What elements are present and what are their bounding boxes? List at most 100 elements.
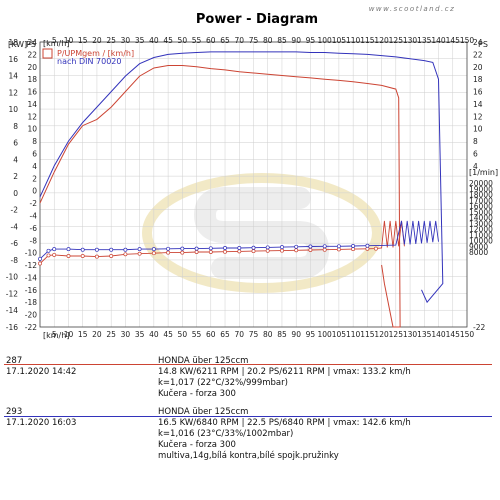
right-ps-tick-label: -22 (473, 323, 485, 332)
run-1-model: HONDA über 125ccm (158, 356, 249, 366)
right-rpm-axis-label: [1/min] (469, 168, 498, 177)
x-tick-label-bottom: 130 (403, 330, 418, 339)
series-1-rpm-point (265, 248, 270, 253)
series-2-rpm-point (94, 247, 99, 252)
series-1-power-line (39, 65, 401, 328)
series-2-rpm-point (38, 256, 42, 261)
kw-tick-label: -16 (6, 323, 18, 332)
series-2-rpm-point (46, 248, 51, 253)
x-tick-label-bottom: 20 (92, 330, 102, 339)
series-1-rpm-point (237, 249, 242, 254)
series-1-rpm-point (223, 249, 227, 254)
plot-frame (39, 41, 468, 328)
x-tick-label-bottom: 30 (121, 330, 131, 339)
rpm-axis-tick-labels: 8000900010000110001200013000140001500016… (469, 179, 493, 257)
x-tick-label-top: 150 (460, 36, 475, 45)
kw-tick-label: 6 (13, 139, 18, 148)
x-tick-label-top: 125 (389, 36, 404, 45)
series-2-rpm-point (194, 246, 199, 251)
x-tick-label-top: 20 (92, 36, 102, 45)
x-tick-label-top: 95 (306, 36, 316, 45)
x-tick-label-top: 75 (249, 36, 259, 45)
x-tick-label-top: 145 (446, 36, 461, 45)
ps-tick-label: 24 (27, 38, 37, 47)
series-2-rpm-point (294, 244, 299, 249)
run-1-correction: k=1,017 (22°C/32%/999mbar) (158, 378, 288, 388)
x-tick-label-top: 60 (206, 36, 216, 45)
series-1-rpm-point (137, 251, 142, 256)
run-1-date: 17.1.2020 14:42 (6, 367, 77, 377)
x-tick-label-bottom: 50 (178, 330, 188, 339)
rpm-tick-label: 11000 (469, 231, 493, 240)
right-ps-tick-label: 6 (473, 150, 478, 159)
series-1-rpm-point (336, 247, 341, 252)
rpm-tick-label: 8000 (469, 248, 488, 257)
series-1-rpm-point (251, 249, 256, 254)
x-tick-label-top: 25 (106, 36, 116, 45)
x-tick-label-bottom: 90 (291, 330, 301, 339)
x-tick-label-top: 100 (318, 36, 333, 45)
right-ps-tick-label: 24 (473, 38, 483, 47)
ps-tick-label: -22 (25, 323, 37, 332)
watermark-text: www.scootland.cz (369, 5, 456, 13)
x-tick-label-bottom: 5 (52, 330, 57, 339)
ps-tick-label: 0 (32, 187, 37, 196)
ps-tick-label: 18 (27, 75, 37, 84)
run-1-id: 287 (6, 356, 23, 366)
x-tick-label-top: 90 (291, 36, 301, 45)
series-2-power-line (39, 51, 444, 304)
x-tick-label-top: 10 (64, 36, 74, 45)
top-x-tick-labels: 5 10 15 20 25 30 35 40 45 50 55 60 65 70 75 80 85 90 95 100… (52, 36, 475, 45)
kw-tick-label: 10 (8, 105, 18, 114)
ps-tick-label: 22 (27, 50, 37, 59)
series-1-rpm-point (308, 248, 313, 252)
series-2-rpm-point (251, 245, 256, 250)
rpm-tick-label: 10000 (469, 237, 493, 246)
series-1-rpm-point (151, 251, 156, 256)
rpm-tick-label: 15000 (469, 208, 493, 217)
x-tick-label-top: 35 (135, 36, 145, 45)
series-1-rpm-point (80, 254, 85, 258)
legend-line-2: nach DIN 70020 (57, 57, 121, 66)
series-1-rpm-point (280, 248, 284, 253)
ps-tick-label: -4 (30, 211, 38, 220)
run-2-note: multiva,14g,bílá kontra,bílé spojk.pruži… (158, 451, 339, 461)
rpm-tick-label: 13000 (469, 219, 493, 228)
series-1-rpm-point (294, 248, 299, 253)
series-1-rpm-point (38, 261, 42, 266)
x-tick-label-bottom: 110 (346, 330, 361, 339)
series-1-rpm-point (373, 246, 378, 251)
run-2-model: HONDA über 125ccm (158, 407, 249, 417)
rpm-tick-label: 19000 (469, 185, 493, 194)
run-2-owner: Kučera - forza 300 (158, 440, 236, 450)
chart-series (38, 51, 444, 328)
ps-tick-label: -8 (30, 236, 38, 245)
x-tick-label-top: 5 (52, 36, 57, 45)
x-tick-label-bottom: 85 (277, 330, 287, 339)
x-tick-label-top: 85 (277, 36, 287, 45)
rpm-tick-label: 12000 (469, 225, 493, 234)
right-ps-tick-label: 22 (473, 50, 483, 59)
series-2-rpm-point (109, 247, 114, 252)
x-tick-label-top: 15 (78, 36, 88, 45)
series-2-rpm-point (351, 244, 356, 248)
right-ps-tick-label: 16 (473, 88, 483, 97)
ps-tick-label: 2 (32, 174, 37, 183)
x-tick-label-bottom: 120 (374, 330, 389, 339)
ps-tick-label: 8 (32, 137, 37, 146)
x-tick-label-top: 115 (360, 36, 375, 45)
kw-tick-label: 18 (8, 38, 18, 47)
kw-tick-label: 4 (13, 155, 18, 164)
series-2-rpm-point (280, 245, 284, 250)
right-ps-tick-label: 10 (473, 125, 483, 134)
ps-tick-label: -20 (25, 311, 37, 320)
series-2-rpm-point (66, 247, 71, 252)
x-tick-label-bottom: 145 (446, 330, 461, 339)
ps-tick-label: 4 (32, 162, 37, 171)
x-tick-label-bottom: 70 (234, 330, 244, 339)
series-2-rpm-point (322, 244, 327, 249)
kw-tick-label: -14 (6, 306, 18, 315)
x-tick-label-bottom: 40 (149, 330, 159, 339)
kw-tick-label: 0 (13, 189, 18, 198)
